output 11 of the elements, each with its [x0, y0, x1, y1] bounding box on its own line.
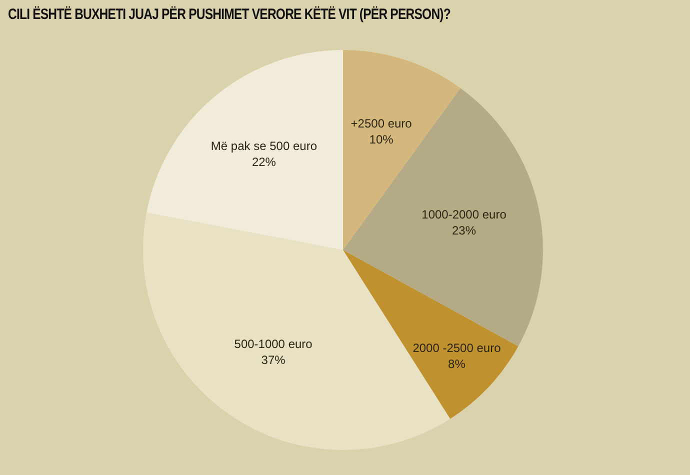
slice-label: +2500 euro [350, 116, 412, 130]
slice-label: 2000 -2500 euro [412, 341, 502, 356]
data-label: 37% [261, 352, 286, 367]
data-label: 10% [369, 132, 394, 146]
data-label: 22% [252, 154, 276, 169]
data-label: 8% [448, 357, 466, 372]
chart-title: CILI ËSHTË BUXHETI JUAJ PËR PUSHIMET VERORE KËTË VIT (PËR PERSON)? [8, 6, 450, 23]
slice-label: 500-1000 euro [234, 336, 313, 351]
data-label: 23% [452, 223, 476, 238]
slice-label: Më pak se 500 euro [210, 138, 318, 153]
slice-label: 1000-2000 euro [422, 207, 507, 222]
